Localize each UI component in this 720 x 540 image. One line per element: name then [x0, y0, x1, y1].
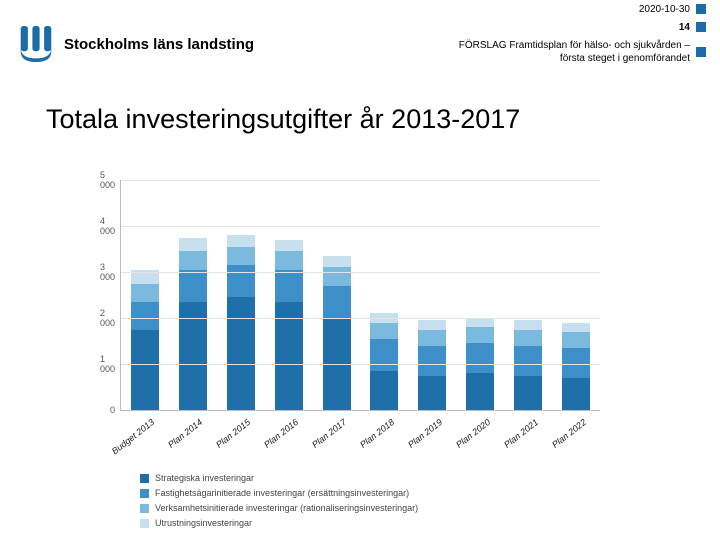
chart-bars [121, 180, 600, 410]
gridline [121, 180, 600, 181]
legend-label: Strategiska investeringar [155, 473, 254, 483]
x-tick-label: Plan 2021 [502, 417, 540, 450]
bar-segment-verksamhet [370, 323, 398, 339]
investment-chart: 01 0002 0003 0004 0005 000 Budget 2013Pl… [120, 180, 600, 533]
bar-segment-fastighet [227, 265, 255, 297]
bar-segment-verksamhet [514, 330, 542, 346]
bar-segment-fastighet [514, 346, 542, 376]
bar-segment-verksamhet [131, 284, 159, 302]
header: 2020-10-30 14 FÖRSLAG Framtidsplan för h… [0, 0, 720, 90]
y-tick-label: 3 000 [100, 262, 121, 282]
chart-plot-area: 01 0002 0003 0004 0005 000 [120, 180, 600, 411]
bar-segment-strategiska [131, 330, 159, 411]
bar-segment-verksamhet [418, 330, 446, 346]
legend-label: Verksamhetsinitierade investeringar (rat… [155, 503, 418, 513]
header-subtitle: FÖRSLAG Framtidsplan för hälso- och sjuk… [459, 39, 690, 65]
subtitle-line2: första steget i genomförandet [560, 53, 690, 64]
bar-column [131, 270, 159, 410]
x-tick-label: Budget 2013 [110, 417, 156, 456]
chart-x-labels: Budget 2013Plan 2014Plan 2015Plan 2016Pl… [120, 411, 600, 467]
page-title: Totala investeringsutgifter år 2013-2017 [0, 90, 720, 135]
gridline [121, 364, 600, 365]
bar-segment-utrustning [418, 320, 446, 329]
x-tick-label: Plan 2018 [358, 417, 396, 450]
y-tick-label: 5 000 [100, 170, 121, 190]
x-tick-label: Plan 2016 [262, 417, 300, 450]
legend-swatch-icon [140, 474, 149, 483]
x-tick-label: Plan 2015 [214, 417, 252, 450]
bar-segment-verksamhet [227, 247, 255, 265]
legend-swatch-icon [140, 489, 149, 498]
date-text: 2020-10-30 [639, 4, 690, 15]
bar-segment-strategiska [227, 297, 255, 410]
bar-column [275, 240, 303, 410]
bar-segment-verksamhet [466, 327, 494, 343]
logo-block: Stockholms läns landsting [18, 26, 254, 62]
bar-segment-strategiska [418, 376, 446, 411]
legend-label: Utrustningsinvesteringar [155, 518, 252, 528]
bar-segment-verksamhet [562, 332, 590, 348]
bar-segment-utrustning [562, 323, 590, 332]
bar-segment-fastighet [179, 270, 207, 302]
bar-segment-verksamhet [275, 251, 303, 269]
legend-label: Fastighetsägarinitierade investeringar (… [155, 488, 409, 498]
bar-segment-strategiska [514, 376, 542, 411]
bar-segment-fastighet [418, 346, 446, 376]
bar-segment-strategiska [466, 373, 494, 410]
bar-segment-strategiska [562, 378, 590, 410]
bar-segment-fastighet [370, 339, 398, 371]
legend-item: Fastighetsägarinitierade investeringar (… [140, 488, 600, 498]
x-tick-label: Plan 2019 [406, 417, 444, 450]
gridline [121, 226, 600, 227]
accent-square-icon [696, 4, 706, 14]
bar-column [323, 256, 351, 410]
y-tick-label: 1 000 [100, 354, 121, 374]
bar-column [370, 313, 398, 410]
bar-column [562, 323, 590, 410]
legend-swatch-icon [140, 519, 149, 528]
subtitle-line1: FÖRSLAG Framtidsplan för hälso- och sjuk… [459, 40, 690, 51]
bar-segment-utrustning [179, 238, 207, 252]
bar-segment-verksamhet [323, 267, 351, 285]
accent-square-icon [696, 47, 706, 57]
page-number: 14 [679, 22, 690, 33]
y-tick-label: 4 000 [100, 216, 121, 236]
bar-segment-strategiska [370, 371, 398, 410]
bar-column [179, 238, 207, 410]
y-tick-label: 2 000 [100, 308, 121, 328]
slide: 2020-10-30 14 FÖRSLAG Framtidsplan för h… [0, 0, 720, 540]
bar-column [227, 235, 255, 410]
bar-segment-fastighet [562, 348, 590, 378]
bar-segment-utrustning [514, 320, 542, 329]
legend-swatch-icon [140, 504, 149, 513]
bar-segment-fastighet [131, 302, 159, 330]
legend-item: Utrustningsinvesteringar [140, 518, 600, 528]
bar-segment-fastighet [466, 343, 494, 373]
x-tick-label: Plan 2014 [166, 417, 204, 450]
bar-column [418, 320, 446, 410]
accent-square-icon [696, 22, 706, 32]
bar-segment-verksamhet [179, 251, 207, 269]
bar-segment-fastighet [323, 286, 351, 318]
x-tick-label: Plan 2020 [454, 417, 492, 450]
x-tick-label: Plan 2022 [550, 417, 588, 450]
bar-segment-utrustning [275, 240, 303, 252]
sll-logo-icon [18, 26, 54, 62]
bar-segment-utrustning [227, 235, 255, 247]
org-name: Stockholms läns landsting [64, 36, 254, 53]
legend-item: Strategiska investeringar [140, 473, 600, 483]
bar-segment-utrustning [323, 256, 351, 268]
legend-item: Verksamhetsinitierade investeringar (rat… [140, 503, 600, 513]
bar-column [514, 320, 542, 410]
gridline [121, 272, 600, 273]
bar-segment-utrustning [466, 318, 494, 327]
bar-segment-fastighet [275, 270, 303, 302]
x-tick-label: Plan 2017 [310, 417, 348, 450]
gridline [121, 318, 600, 319]
chart-legend: Strategiska investeringar Fastighetsägari… [120, 473, 600, 528]
